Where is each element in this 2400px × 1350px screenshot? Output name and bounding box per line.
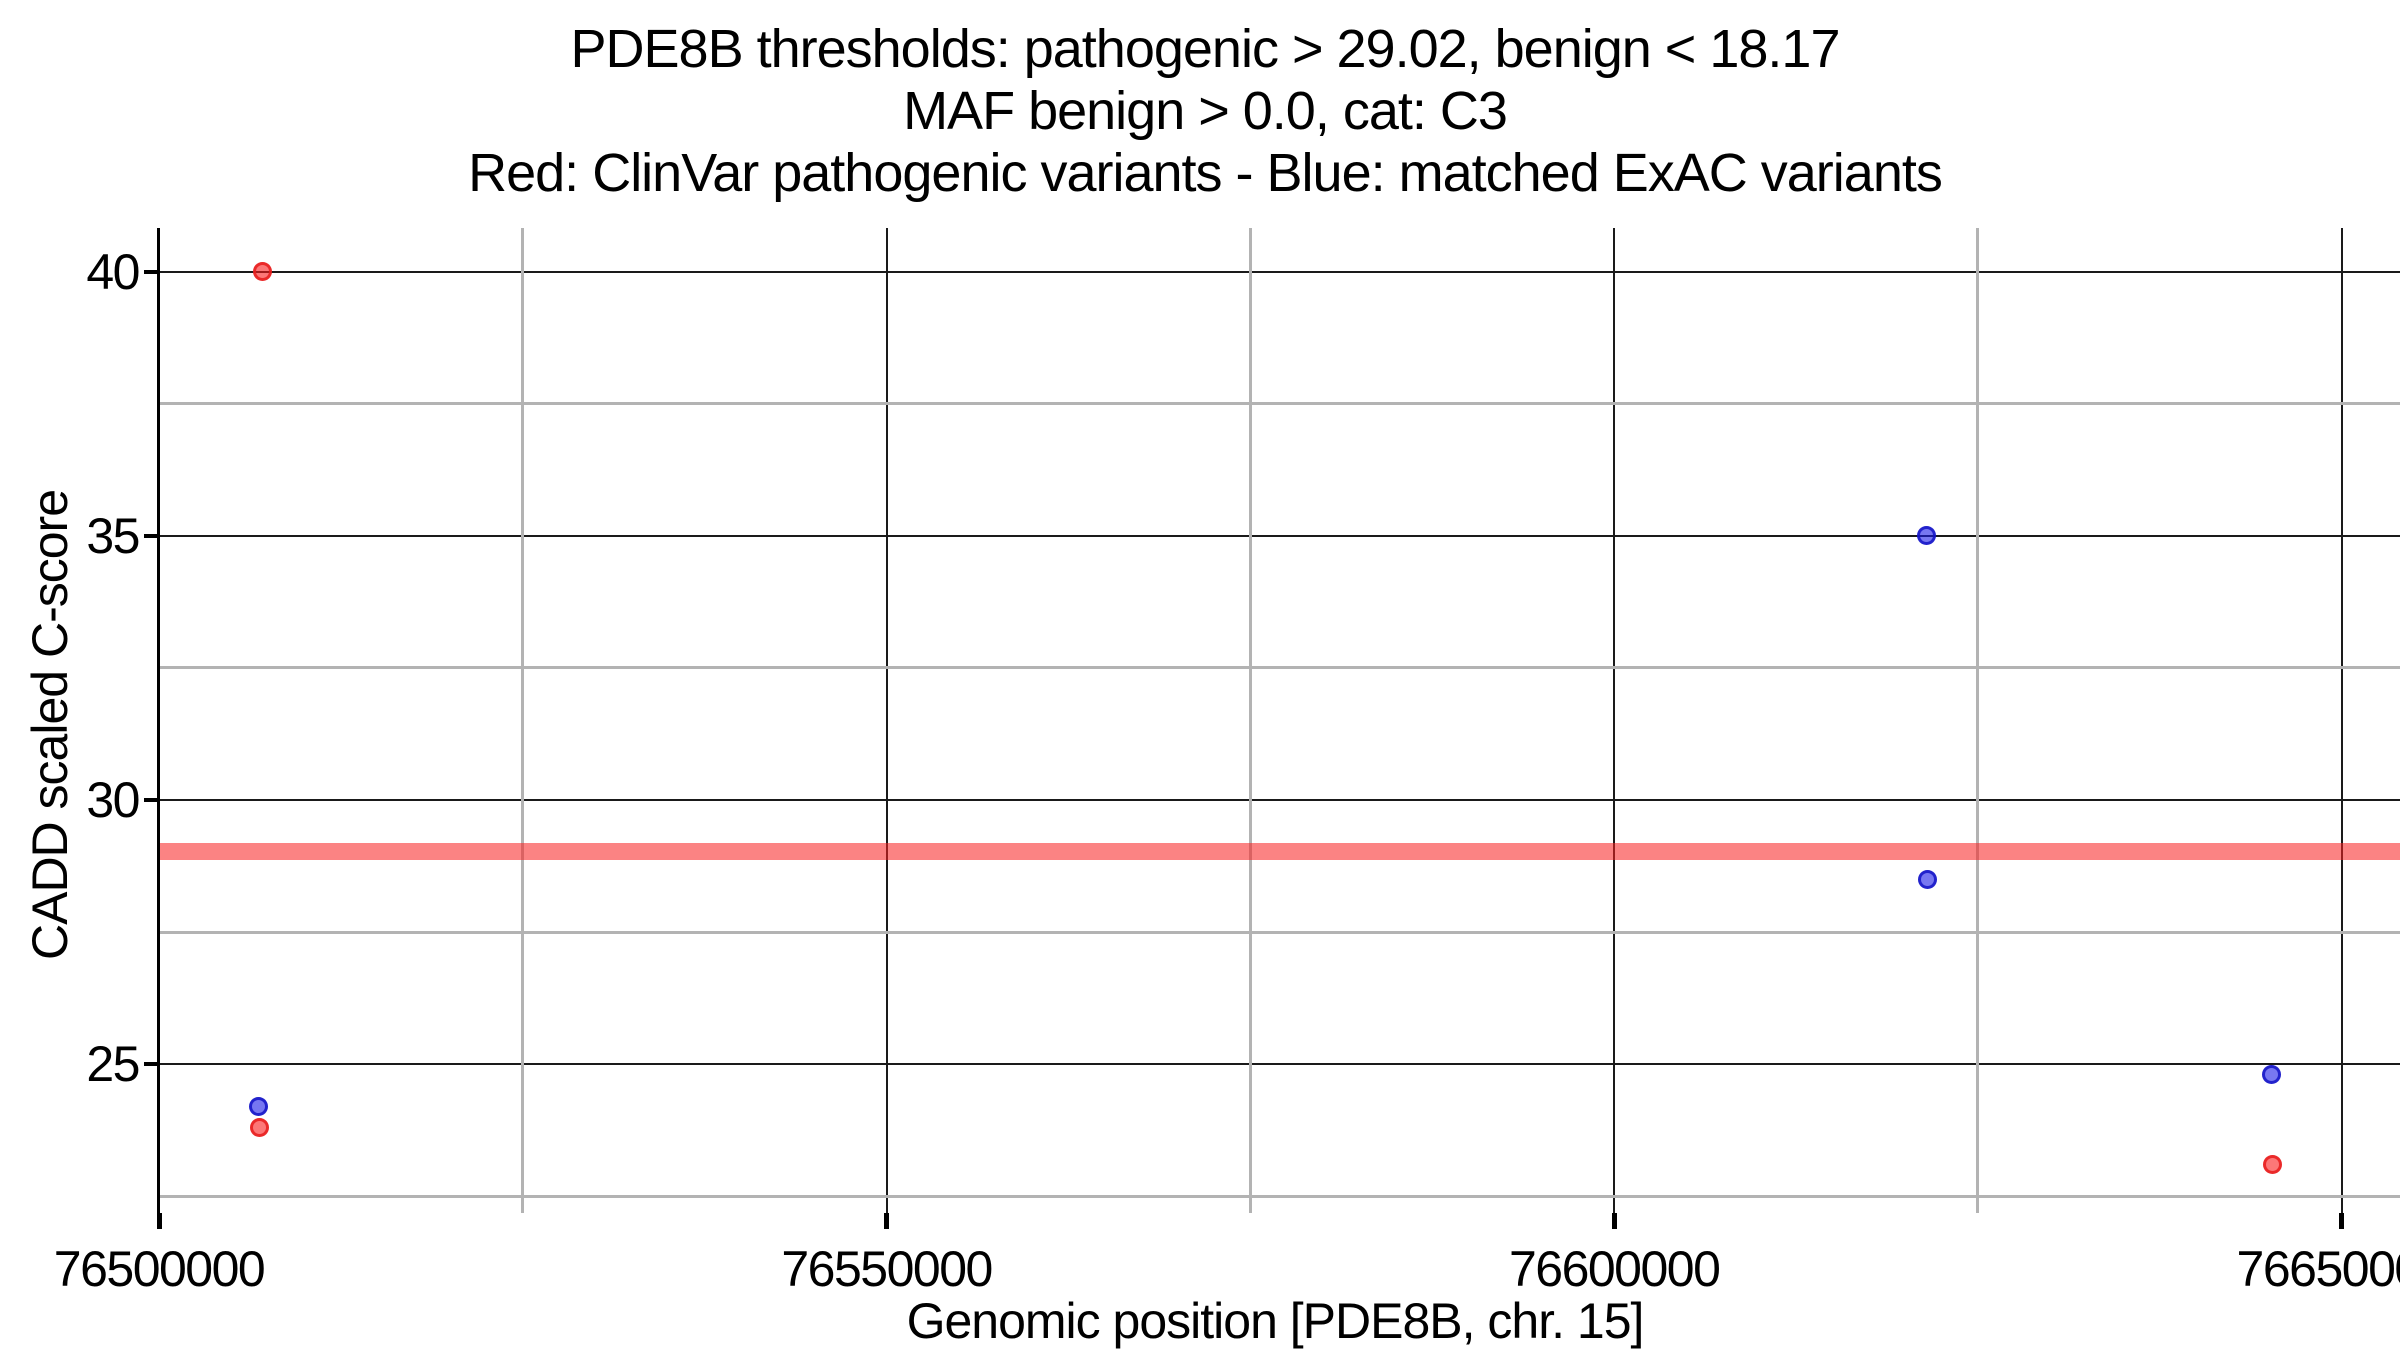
y-axis-label: CADD scaled C-score (22, 490, 78, 961)
x-tick-label: 76600000 (1508, 1241, 1721, 1297)
x-tick-mark (1611, 1213, 1617, 1229)
data-point-clinvar-pathogenic (2263, 1154, 2283, 1174)
x-major-gridline (885, 228, 888, 1213)
data-point-clinvar-pathogenic (249, 1117, 269, 1137)
y-tick-label: 35 (86, 507, 140, 564)
x-tick-mark (156, 1213, 162, 1229)
x-tick-label: 76500000 (53, 1241, 266, 1297)
x-minor-gridline (1976, 228, 1980, 1213)
y-major-gridline (159, 798, 2400, 801)
data-point-exac-matched (2262, 1065, 2282, 1085)
x-tick-mark (884, 1213, 890, 1229)
x-tick-label: 76650000 (2236, 1241, 2400, 1297)
data-point-exac-matched (1917, 869, 1937, 889)
y-major-gridline (159, 534, 2400, 537)
x-tick-label: 76550000 (781, 1241, 993, 1297)
x-major-gridline (1613, 228, 1616, 1213)
chart-title-line-3: Red: ClinVar pathogenic variants - Blue:… (468, 143, 1943, 203)
x-axis-label: Genomic position [PDE8B, chr. 15] (906, 1293, 1645, 1349)
y-minor-gridline (159, 1194, 2400, 1198)
x-minor-gridline (1248, 228, 1252, 1213)
data-point-clinvar-pathogenic (253, 262, 273, 282)
chart-title: PDE8B thresholds: pathogenic > 29.02, be… (0, 18, 2400, 204)
y-tick-mark (144, 1062, 157, 1067)
y-tick-mark (144, 797, 157, 802)
y-tick-label: 25 (86, 1036, 140, 1093)
y-major-gridline (159, 1063, 2400, 1066)
y-tick-mark (144, 533, 157, 538)
data-point-exac-matched (1916, 526, 1936, 546)
y-axis-spine (157, 228, 160, 1213)
pathogenic-threshold-line (159, 843, 2400, 861)
chart-title-line-1: PDE8B thresholds: pathogenic > 29.02, be… (570, 19, 1841, 79)
y-tick-label: 40 (86, 243, 140, 300)
y-tick-label: 30 (86, 771, 140, 828)
x-minor-gridline (521, 228, 525, 1213)
y-tick-mark (144, 269, 157, 274)
y-minor-gridline (159, 930, 2400, 934)
chart-title-line-2: MAF benign > 0.0, cat: C3 (903, 81, 1508, 141)
y-minor-gridline (159, 402, 2400, 406)
y-major-gridline (159, 270, 2400, 273)
x-tick-mark (2339, 1213, 2345, 1229)
y-minor-gridline (159, 666, 2400, 670)
data-point-exac-matched (248, 1096, 268, 1116)
x-major-gridline (2340, 228, 2343, 1213)
